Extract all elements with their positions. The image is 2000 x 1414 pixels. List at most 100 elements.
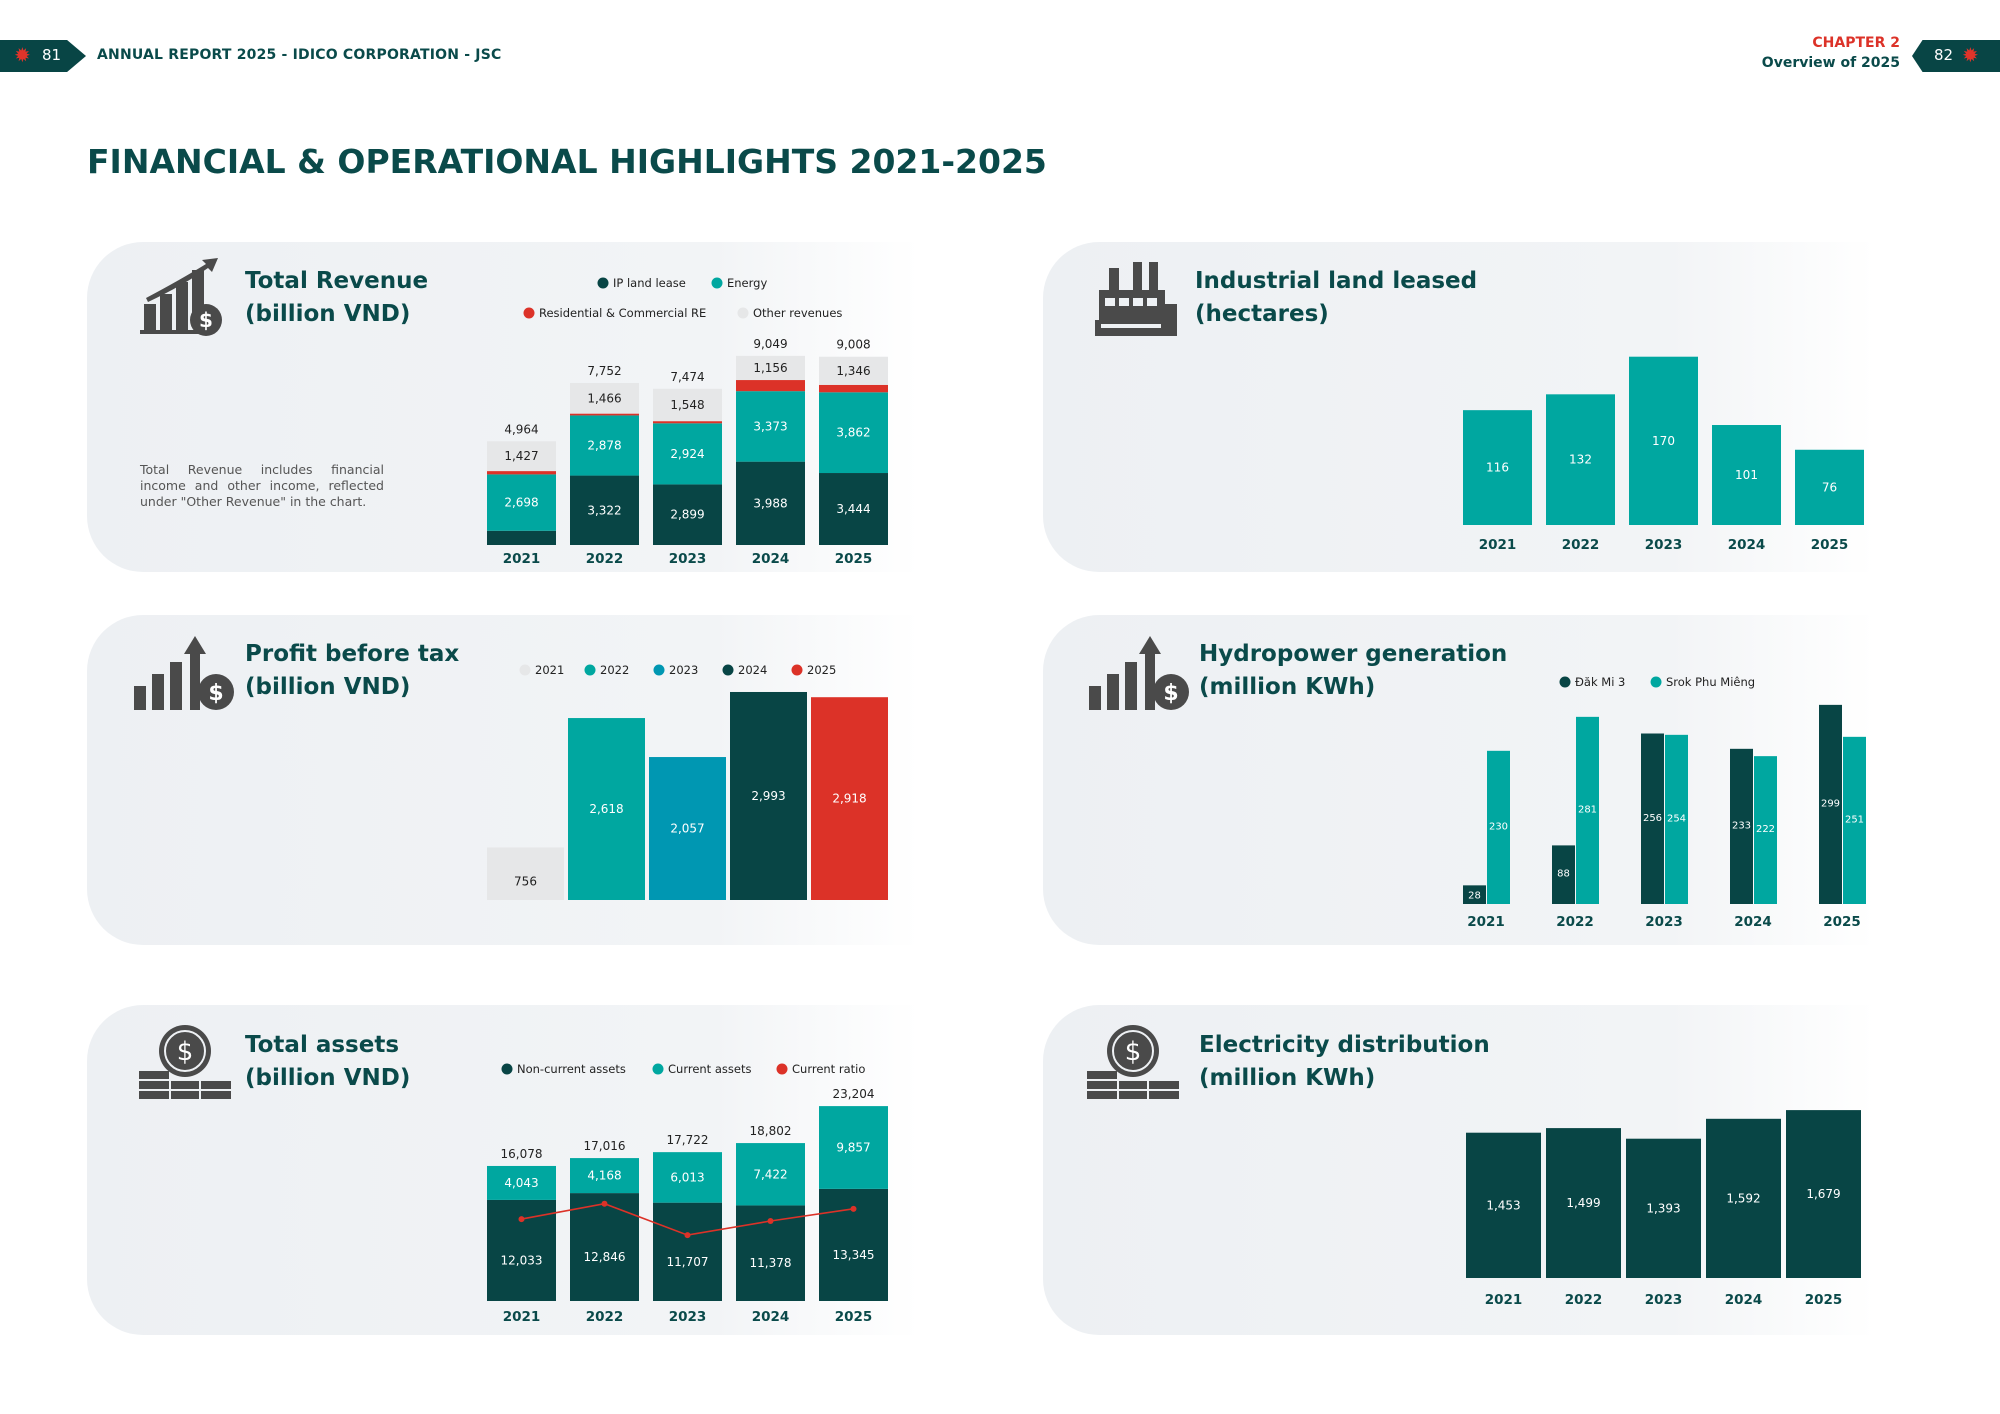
assets-bar-non-current xyxy=(653,1202,722,1301)
revenue-year-label: 2024 xyxy=(752,551,790,567)
assets-segment-label: 12,033 xyxy=(501,1253,543,1267)
assets-bar-current xyxy=(736,1143,805,1206)
chapter-label: CHAPTER 2 xyxy=(1812,35,1900,51)
revenue-bar-ip-land-lease xyxy=(570,475,639,545)
revenue-bar-ip-land-lease xyxy=(736,461,805,545)
hydro-value-label: 256 xyxy=(1643,813,1662,824)
assets-legend-label: Non-current assets xyxy=(517,1062,626,1076)
revenue-bar-residential-commercial-re xyxy=(736,380,805,392)
revenue-bar-energy xyxy=(819,392,888,474)
hydro-value-label: 88 xyxy=(1557,869,1570,880)
land-year-label: 2022 xyxy=(1562,537,1600,553)
electricity-year-label: 2023 xyxy=(1645,1292,1683,1308)
hydro-bar-dak-mi-3 xyxy=(1819,704,1842,904)
profit-value-label: 2,918 xyxy=(832,792,866,806)
revenue-bar-ip-land-lease xyxy=(819,473,888,545)
electricity-value-label: 1,393 xyxy=(1646,1201,1680,1215)
panel-title-electricity: Electricity distribution (million KWh) xyxy=(1199,1032,1490,1091)
current-ratio-point xyxy=(767,1218,774,1224)
hydro-value-label: 251 xyxy=(1845,814,1864,825)
revenue-legend-label: Other revenues xyxy=(753,306,842,320)
land-value-label: 132 xyxy=(1569,453,1592,467)
land-bar xyxy=(1629,356,1698,525)
hydro-value-label: 299 xyxy=(1821,798,1840,809)
revenue-bar-residential-commercial-re xyxy=(653,421,722,424)
current-ratio-point xyxy=(518,1216,525,1223)
revenue-bar-other-revenues xyxy=(736,355,805,381)
hydro-year-label: 2021 xyxy=(1467,914,1505,930)
revenue-segment-label: 3,988 xyxy=(753,496,787,510)
profit-bar xyxy=(730,691,807,900)
revenue-segment-label: 3,373 xyxy=(753,419,787,433)
page-number-left: 81 xyxy=(42,46,62,64)
revenue-year-label: 2021 xyxy=(503,551,541,567)
profit-value-label: 2,057 xyxy=(670,822,704,836)
assets-segment-label: 6,013 xyxy=(670,1170,704,1184)
electricity-value-label: 1,679 xyxy=(1806,1187,1840,1201)
assets-year-label: 2025 xyxy=(835,1309,873,1325)
assets-legend-swatch xyxy=(652,1063,664,1075)
page-number-right: 82 xyxy=(1934,46,1954,64)
land-year-label: 2024 xyxy=(1728,537,1766,553)
revenue-legend-swatch xyxy=(711,277,723,289)
chapter-subtitle: Overview of 2025 xyxy=(1761,55,1900,71)
land-value-label: 76 xyxy=(1822,480,1837,494)
page-number-tab-right xyxy=(1912,40,2000,72)
coins-dollar-icon: $ xyxy=(139,1025,231,1099)
revenue-legend-swatch xyxy=(597,277,609,289)
hydro-value-label: 233 xyxy=(1732,820,1751,831)
hydro-value-label: 230 xyxy=(1489,821,1508,832)
revenue-legend-label: Energy xyxy=(727,276,767,290)
profit-value-label: 2,993 xyxy=(751,789,785,803)
svg-text:$: $ xyxy=(199,308,213,332)
profit-legend-label: 2025 xyxy=(807,663,836,677)
revenue-year-label: 2025 xyxy=(835,551,873,567)
revenue-bar-other-revenues xyxy=(487,441,556,472)
panel-title-assets: Total assets (billion VND) xyxy=(245,1032,411,1091)
revenue-bar-ip-land-lease xyxy=(487,530,556,545)
revenue-segment-label: 1,427 xyxy=(504,449,538,463)
revenue-segment-label: 1,548 xyxy=(670,398,704,412)
electricity-year-label: 2024 xyxy=(1725,1292,1763,1308)
assets-total-label: 17,722 xyxy=(667,1133,709,1147)
hydro-value-label: 281 xyxy=(1578,804,1597,815)
revenue-segment-label: 2,878 xyxy=(587,438,621,452)
profit-legend-swatch xyxy=(722,664,734,676)
current-ratio-point xyxy=(684,1232,691,1239)
electricity-value-label: 1,499 xyxy=(1566,1196,1600,1210)
revenue-bar-energy xyxy=(570,415,639,476)
assets-bar-current xyxy=(653,1152,722,1203)
profit-bar xyxy=(568,718,645,900)
current-ratio-point xyxy=(850,1205,857,1212)
revenue-legend-label: Residential & Commercial RE xyxy=(539,306,706,320)
hydro-legend-swatch xyxy=(1559,676,1571,688)
panel-title-revenue: Total Revenue (billion VND) xyxy=(245,268,429,327)
hydro-bar-dak-mi-3 xyxy=(1552,845,1575,904)
gear-logo-icon: ✹ xyxy=(14,43,31,67)
assets-year-label: 2024 xyxy=(752,1309,790,1325)
profit-bar xyxy=(649,757,726,900)
revenue-segment-label: 2,899 xyxy=(670,508,704,522)
revenue-bar-residential-commercial-re xyxy=(819,384,888,393)
svg-text:$: $ xyxy=(1125,1037,1142,1067)
svg-text:$: $ xyxy=(1163,681,1178,706)
assets-total-label: 23,204 xyxy=(833,1087,875,1101)
electricity-year-label: 2025 xyxy=(1805,1292,1843,1308)
revenue-segment-label: 3,444 xyxy=(836,502,870,516)
chart-growth-dollar-icon: $ xyxy=(140,258,222,336)
revenue-bar-residential-commercial-re xyxy=(570,413,639,416)
revenue-segment-label: 3,322 xyxy=(587,503,621,517)
land-bar xyxy=(1546,394,1615,525)
assets-bar-non-current xyxy=(819,1188,888,1301)
revenue-bar-residential-commercial-re xyxy=(487,471,556,475)
assets-legend-label: Current assets xyxy=(668,1062,751,1076)
revenue-total-label: 9,008 xyxy=(836,338,870,352)
revenue-year-label: 2022 xyxy=(586,551,624,567)
revenue-bar-ip-land-lease xyxy=(653,484,722,545)
hydro-year-label: 2023 xyxy=(1645,914,1683,930)
electricity-value-label: 1,453 xyxy=(1486,1198,1520,1212)
assets-segment-label: 4,043 xyxy=(504,1176,538,1190)
revenue-bar-energy xyxy=(487,474,556,531)
hydro-legend-label: Đăk Mi 3 xyxy=(1575,675,1625,689)
